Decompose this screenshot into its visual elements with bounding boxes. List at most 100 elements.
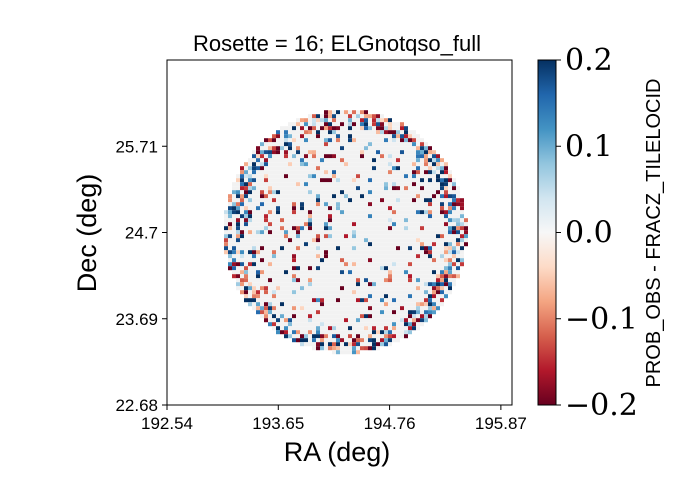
heatmap-cell bbox=[356, 126, 360, 131]
heatmap-cell bbox=[244, 182, 248, 187]
heatmap-cell bbox=[300, 342, 304, 347]
heatmap-cell bbox=[288, 218, 292, 223]
heatmap-cell bbox=[460, 202, 464, 207]
heatmap-cell bbox=[336, 262, 340, 267]
heatmap-cell bbox=[348, 314, 352, 319]
heatmap-cell bbox=[320, 134, 324, 139]
x-tick-label: 195.87 bbox=[475, 414, 527, 433]
heatmap-cell bbox=[360, 138, 364, 143]
heatmap-cell bbox=[372, 154, 376, 159]
heatmap-cell bbox=[272, 326, 276, 331]
heatmap-cell bbox=[280, 294, 284, 299]
heatmap-cell bbox=[292, 222, 296, 227]
heatmap-cell bbox=[444, 174, 448, 179]
heatmap-cell bbox=[440, 210, 444, 215]
heatmap-cell bbox=[268, 146, 272, 151]
heatmap-cell bbox=[432, 166, 436, 171]
heatmap-cell bbox=[260, 190, 264, 195]
heatmap-cell bbox=[392, 234, 396, 239]
heatmap-cell bbox=[448, 238, 452, 243]
heatmap-cell bbox=[308, 122, 312, 127]
heatmap-cell bbox=[368, 230, 372, 235]
heatmap-cell bbox=[332, 294, 336, 299]
heatmap-cell bbox=[296, 230, 300, 235]
heatmap-cell bbox=[408, 278, 412, 283]
heatmap-cell bbox=[428, 186, 432, 191]
heatmap-cell bbox=[432, 234, 436, 239]
heatmap-cell bbox=[324, 138, 328, 143]
heatmap-cell bbox=[416, 214, 420, 219]
heatmap-cell bbox=[404, 218, 408, 223]
heatmap-cell bbox=[404, 270, 408, 275]
heatmap-cell bbox=[452, 226, 456, 231]
heatmap-cell bbox=[360, 166, 364, 171]
heatmap-cell bbox=[308, 330, 312, 335]
heatmap-cell bbox=[316, 330, 320, 335]
heatmap-cell bbox=[368, 314, 372, 319]
heatmap-cell bbox=[460, 246, 464, 251]
heatmap-cell bbox=[444, 166, 448, 171]
heatmap-cell bbox=[292, 206, 296, 211]
heatmap-cell bbox=[420, 182, 424, 187]
heatmap-cell bbox=[268, 158, 272, 163]
heatmap-cell bbox=[280, 202, 284, 207]
heatmap-cell bbox=[408, 250, 412, 255]
heatmap-cell bbox=[268, 170, 272, 175]
heatmap-cell bbox=[300, 166, 304, 171]
heatmap-cell bbox=[388, 146, 392, 151]
heatmap-cell bbox=[288, 178, 292, 183]
heatmap-cell bbox=[300, 190, 304, 195]
heatmap-cell bbox=[284, 226, 288, 231]
heatmap-cell bbox=[332, 194, 336, 199]
heatmap-cell bbox=[324, 298, 328, 303]
heatmap-cell bbox=[460, 262, 464, 267]
heatmap-cell bbox=[368, 118, 372, 123]
heatmap-cell bbox=[276, 302, 280, 307]
heatmap-cell bbox=[388, 182, 392, 187]
heatmap-cell bbox=[444, 266, 448, 271]
heatmap-cell bbox=[288, 230, 292, 235]
heatmap-cell bbox=[360, 134, 364, 139]
heatmap-cell bbox=[268, 218, 272, 223]
heatmap-cell bbox=[432, 170, 436, 175]
heatmap-cell bbox=[444, 282, 448, 287]
heatmap-cell bbox=[312, 174, 316, 179]
heatmap-cell bbox=[400, 202, 404, 207]
heatmap-cell bbox=[364, 146, 368, 151]
heatmap-cell bbox=[388, 130, 392, 135]
heatmap-cell bbox=[340, 198, 344, 203]
heatmap-cell bbox=[384, 138, 388, 143]
heatmap-cell bbox=[236, 286, 240, 291]
heatmap-cell bbox=[308, 190, 312, 195]
heatmap-cell bbox=[356, 190, 360, 195]
heatmap-cell bbox=[372, 310, 376, 315]
heatmap-cell bbox=[344, 350, 348, 355]
heatmap-cell bbox=[272, 206, 276, 211]
heatmap-cell bbox=[372, 118, 376, 123]
heatmap-cell bbox=[300, 162, 304, 167]
heatmap-cell bbox=[400, 198, 404, 203]
heatmap-cell bbox=[348, 266, 352, 271]
heatmap-cell bbox=[348, 214, 352, 219]
heatmap-cell bbox=[336, 326, 340, 331]
heatmap-cell bbox=[244, 242, 248, 247]
heatmap-cell bbox=[352, 134, 356, 139]
heatmap-cell bbox=[260, 254, 264, 259]
heatmap-cell bbox=[240, 210, 244, 215]
heatmap-cell bbox=[248, 186, 252, 191]
heatmap-cell bbox=[308, 322, 312, 327]
heatmap-cell bbox=[464, 218, 468, 223]
heatmap-cell bbox=[348, 206, 352, 211]
heatmap-cell bbox=[316, 174, 320, 179]
heatmap-cell bbox=[360, 202, 364, 207]
heatmap-cell bbox=[356, 246, 360, 251]
heatmap-cell bbox=[288, 170, 292, 175]
heatmap-cell bbox=[388, 150, 392, 155]
heatmap-cell bbox=[276, 230, 280, 235]
heatmap-cell bbox=[308, 202, 312, 207]
heatmap-cell bbox=[440, 294, 444, 299]
heatmap-cell bbox=[320, 130, 324, 135]
heatmap-cell bbox=[412, 318, 416, 323]
heatmap-cell bbox=[364, 286, 368, 291]
heatmap-cell bbox=[400, 210, 404, 215]
